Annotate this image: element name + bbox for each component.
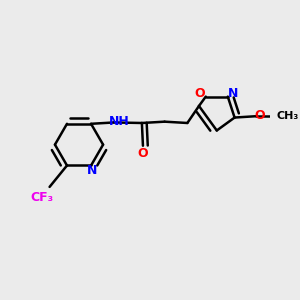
Text: N: N: [87, 164, 98, 177]
Text: CH₃: CH₃: [277, 111, 299, 121]
Text: N: N: [228, 87, 238, 100]
Text: NH: NH: [109, 115, 130, 128]
Text: O: O: [195, 87, 205, 101]
Text: O: O: [138, 147, 148, 160]
Text: CF₃: CF₃: [30, 190, 53, 204]
Text: O: O: [255, 109, 265, 122]
